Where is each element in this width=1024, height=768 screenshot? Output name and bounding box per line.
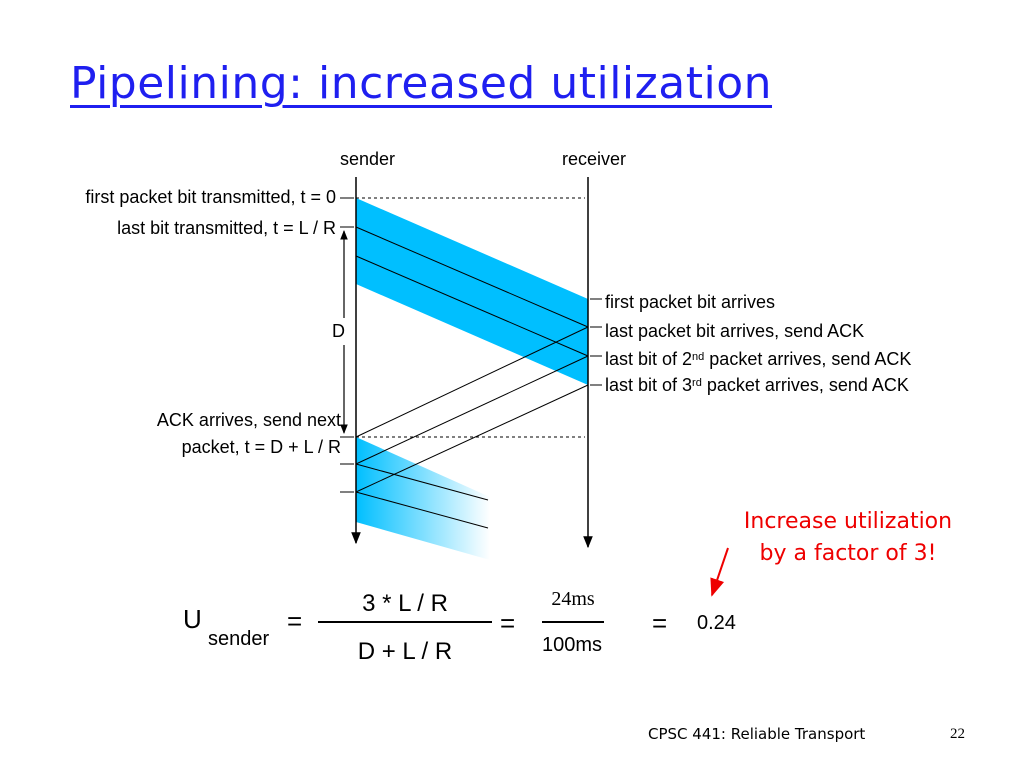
packet-separator	[355, 226, 589, 328]
ack-line	[355, 384, 589, 493]
packet-separator	[355, 255, 589, 357]
delay-label: D	[332, 321, 345, 341]
formula-denominator: D + L / R	[357, 638, 453, 665]
last-bit-arrives-label: last packet bit arrives, send ACK	[605, 321, 865, 341]
packet-band	[356, 198, 588, 385]
ack-arrives-label: ACK arrives, send next	[156, 410, 341, 430]
formula-num2: 24ms	[551, 588, 595, 610]
next-packet-time-label: packet, t = D + L / R	[181, 437, 341, 457]
second-packet-label: last bit of 2nd packet arrives, send ACK	[605, 349, 912, 369]
page-number: 22	[950, 726, 965, 742]
footer-text: CPSC 441: Reliable Transport	[648, 725, 866, 743]
note-line-1: Increase utilization	[743, 509, 953, 534]
next-packet-separator	[355, 491, 489, 529]
formula-numerator: 3 * L / R	[362, 590, 448, 617]
red-pointer-arrow	[710, 547, 729, 597]
ack-line	[355, 326, 589, 438]
sender-label: sender	[340, 149, 396, 169]
first-bit-transmitted-label: first packet bit transmitted, t = 0	[85, 187, 336, 207]
ack-line	[355, 355, 589, 465]
formula-u: U	[183, 604, 202, 634]
formula-equals-1: =	[287, 606, 303, 636]
note-line-2: by a factor of 3!	[759, 541, 937, 566]
utilization-note: Increase utilization by a factor of 3!	[702, 506, 994, 570]
formula-result: 0.24	[697, 612, 736, 634]
formula-equals-2: =	[500, 608, 516, 638]
slide-title: Pipelining: increased utilization	[70, 58, 773, 109]
receiver-label: receiver	[562, 149, 627, 169]
third-packet-label: last bit of 3rd packet arrives, send ACK	[605, 375, 909, 395]
formula-equals-3: =	[652, 608, 668, 638]
first-bit-arrives-label: first packet bit arrives	[605, 292, 776, 312]
next-packets-band	[356, 437, 490, 560]
formula-subscript: sender	[208, 628, 270, 650]
last-bit-transmitted-label: last bit transmitted, t = L / R	[117, 218, 336, 238]
formula-den2: 100ms	[541, 634, 603, 656]
next-packet-separator	[355, 463, 489, 501]
